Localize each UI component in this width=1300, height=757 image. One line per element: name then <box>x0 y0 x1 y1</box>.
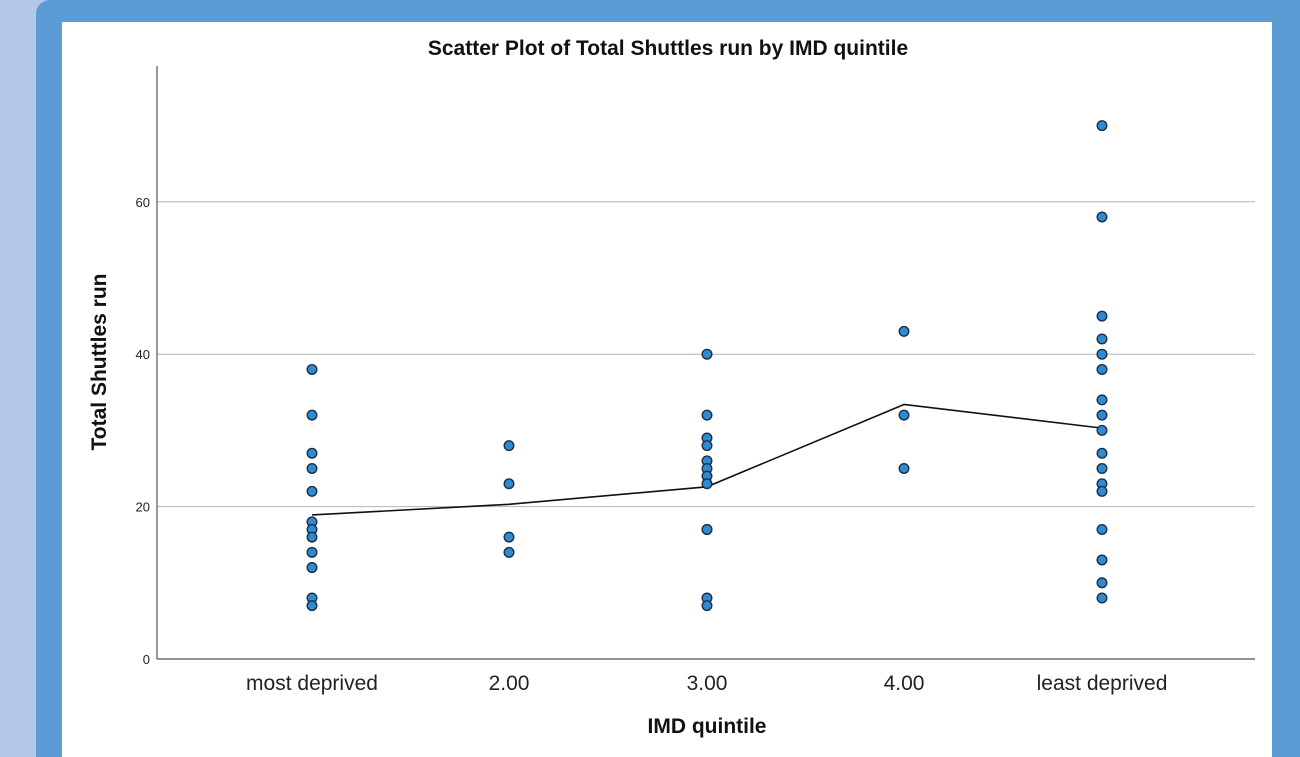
x-axis-title: IMD quintile <box>648 715 767 738</box>
data-point <box>701 440 713 452</box>
data-point <box>1096 424 1108 436</box>
data-point <box>701 348 713 360</box>
data-point <box>1096 447 1108 459</box>
data-point <box>306 363 318 375</box>
data-point <box>1096 554 1108 566</box>
data-point <box>1096 463 1108 475</box>
data-point <box>1096 409 1108 421</box>
x-tick-label: least deprived <box>1037 672 1168 695</box>
data-point <box>1096 211 1108 223</box>
y-tick-labels: 0 20 40 60 <box>136 195 150 667</box>
x-tick-labels: most deprived 2.00 3.00 4.00 least deprived <box>246 672 1167 695</box>
y-tick-label: 20 <box>136 500 150 515</box>
data-point <box>503 531 515 543</box>
data-point <box>1096 120 1108 132</box>
data-point <box>306 562 318 574</box>
data-point <box>503 546 515 558</box>
chart-title: Scatter Plot of Total Shuttles run by IM… <box>428 37 908 60</box>
data-point <box>1096 310 1108 322</box>
data-point <box>898 409 910 421</box>
x-tick-label: 4.00 <box>884 672 925 695</box>
x-tick-label: most deprived <box>246 672 378 695</box>
data-point <box>306 600 318 612</box>
data-point <box>503 478 515 490</box>
data-point <box>898 325 910 337</box>
data-point <box>1096 348 1108 360</box>
data-point <box>1096 523 1108 535</box>
data-point <box>306 546 318 558</box>
data-point <box>306 409 318 421</box>
plot-panel <box>62 22 1272 757</box>
data-point <box>701 523 713 535</box>
data-point <box>1096 577 1108 589</box>
data-point <box>306 463 318 475</box>
y-axis-title: Total Shuttles run <box>88 274 111 451</box>
x-tick-label: 2.00 <box>489 672 530 695</box>
data-point <box>1096 363 1108 375</box>
data-point <box>1096 394 1108 406</box>
data-point <box>701 478 713 490</box>
data-point <box>1096 485 1108 497</box>
data-point <box>701 409 713 421</box>
y-tick-label: 40 <box>136 347 150 362</box>
data-point <box>898 463 910 475</box>
data-point <box>701 600 713 612</box>
x-tick-label: 3.00 <box>687 672 728 695</box>
data-point <box>1096 592 1108 604</box>
data-point <box>1096 333 1108 345</box>
data-point <box>306 531 318 543</box>
y-tick-label: 60 <box>136 195 150 210</box>
data-point <box>306 447 318 459</box>
data-points <box>306 120 1108 612</box>
y-tick-label: 0 <box>143 652 150 667</box>
data-point <box>503 440 515 452</box>
data-point <box>306 485 318 497</box>
